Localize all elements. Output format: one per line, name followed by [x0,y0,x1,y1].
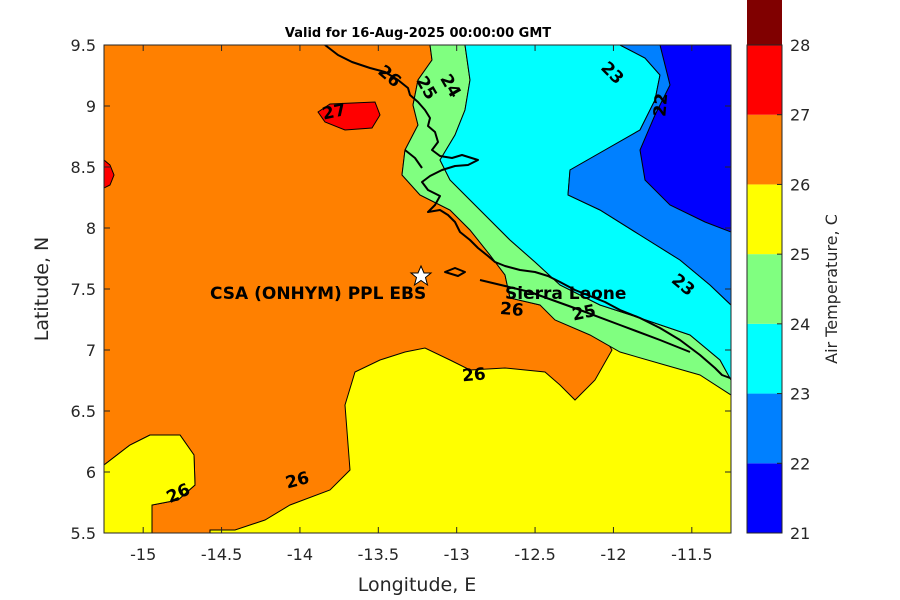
y-axis: 5.5 6 6.5 7 7.5 8 8.5 9 9.5 [71,36,731,543]
x-tick-label: -13 [444,545,470,564]
colorbar-swatch [747,463,782,533]
contour-label-26-south: 26 [461,364,486,386]
band-27-28-patch-a [317,101,381,131]
plot-title: Valid for 16-Aug-2025 00:00:00 GMT [285,26,551,41]
colorbar-tick-label: 22 [790,454,810,473]
contour-label-22: 22 [650,92,672,117]
coastline [324,45,731,379]
colorbar-tick-label: 25 [790,245,810,264]
colorbar-frame [746,44,783,534]
colorbar-tick-label: 27 [790,106,810,125]
coastline-offshore [479,279,691,353]
y-tick-label: 5.5 [71,524,96,543]
y-tick-label: 7 [86,341,96,360]
contour-label-26-coast: 26 [499,299,524,321]
station-label: CSA (ONHYM) PPL EBS [210,284,426,304]
x-tick-label: -11.5 [671,545,712,564]
y-tick-label: 7.5 [71,280,96,299]
colorbar-tick-label: 26 [790,175,810,194]
station-star-marker [409,264,433,287]
colorbar-tick-label: 28 [790,36,810,55]
contour-label-27: 27 [321,100,348,124]
colorbar-swatch [747,184,782,255]
colorbar-swatch [747,323,782,394]
y-tick-label: 6.5 [71,402,96,421]
y-tick-label: 6 [86,463,96,482]
colorbar-swatch [747,0,782,46]
country-label: Sierra Leone [505,284,626,304]
colorbar-tick-label: 24 [790,315,810,334]
colorbar-tick-label: 21 [790,524,810,543]
y-tick-label: 8 [86,219,96,238]
x-tick-label: -12.5 [514,545,555,564]
island [444,267,466,277]
band-25-26-pocket [104,434,196,533]
x-tick-label: -15 [130,545,156,564]
colorbar: 21 22 23 24 25 26 27 28 [746,0,810,543]
y-tick-label: 9 [86,97,96,116]
coast-inlet [404,149,423,169]
y-tick-label: 8.5 [71,158,96,177]
band-21-22 [639,45,731,233]
x-axis: -15 -14.5 -14 -13.5 -13 -12.5 -12 -11.5 [130,45,713,564]
y-axis-title: Latitude, N [31,237,53,342]
x-tick-label: -14.5 [201,545,242,564]
colorbar-title: Air Temperature, C [822,214,841,364]
colorbar-swatch [747,393,782,464]
contour-map: CSA (ONHYM) PPL EBS Sierra Leone 27 26 2… [104,45,731,533]
x-tick-label: -13.5 [358,545,399,564]
colorbar-swatch [747,45,782,115]
colorbar-tick-label: 23 [790,385,810,404]
contour-label-25-coast: 25 [570,301,597,325]
colorbar-swatch [747,254,782,324]
x-tick-label: -12 [600,545,626,564]
y-tick-label: 9.5 [71,36,96,55]
x-tick-label: -14 [287,545,313,564]
colorbar-swatch [747,114,782,185]
x-axis-title: Longitude, E [358,574,477,596]
